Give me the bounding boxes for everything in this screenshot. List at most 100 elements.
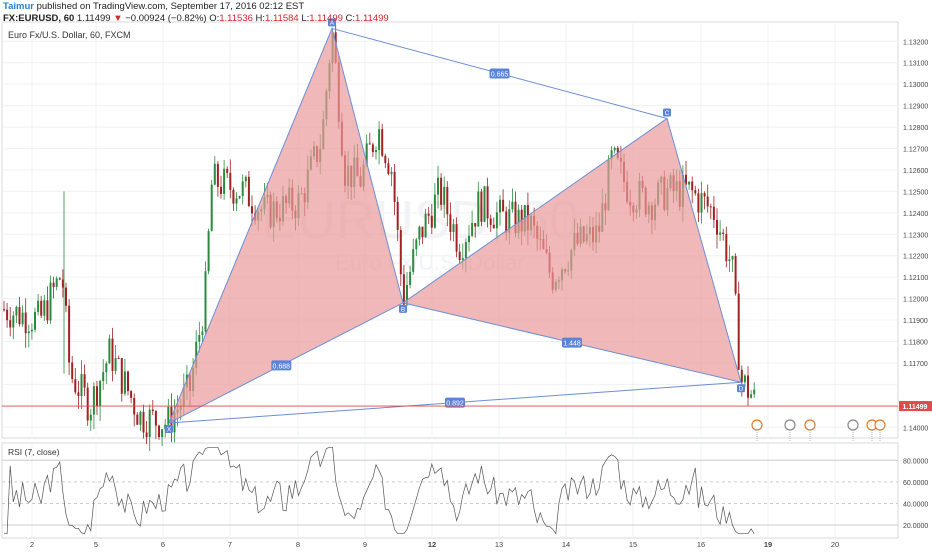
candle-body (449, 214, 452, 233)
candle-body (502, 199, 505, 212)
candle-body (216, 163, 219, 187)
time-axis-tick-label: 6 (161, 540, 165, 549)
ratio-badge (445, 397, 465, 408)
publish-line: Taimur published on TradingView.com, Sep… (3, 1, 304, 12)
candle-body (15, 306, 18, 316)
candle-body (226, 168, 229, 173)
event-flag-icon[interactable] (784, 419, 796, 441)
open-value: 1.11536 (219, 13, 253, 24)
point-label: X (167, 426, 172, 433)
event-circle (804, 419, 816, 431)
candle-body (213, 163, 216, 185)
candle-body (712, 206, 715, 220)
candle (111, 327, 114, 382)
candle (483, 186, 486, 223)
low-value: 1.11499 (309, 13, 343, 24)
author-link[interactable]: Taimur (3, 1, 34, 12)
candle-body (154, 411, 157, 426)
event-circle (784, 419, 796, 431)
candle (418, 225, 421, 246)
quote-line: FX:EURUSD, 60 1.11499 ▼ −0.00924 (−0.82%… (3, 13, 389, 24)
candle-body (6, 309, 9, 321)
candle (489, 214, 492, 232)
candle (80, 360, 83, 409)
candle (474, 222, 477, 238)
candle (449, 202, 452, 241)
pattern-ratio-bd: 1.448 (562, 337, 582, 348)
candle (750, 390, 753, 399)
candle-body (108, 338, 111, 364)
candle-body (375, 150, 377, 153)
candle (18, 296, 21, 327)
candle-body (743, 375, 746, 383)
event-flag-icon[interactable] (751, 419, 763, 441)
candle (753, 382, 756, 398)
candle (30, 323, 33, 340)
pattern-point-x[interactable]: X (165, 424, 173, 434)
event-circle (874, 419, 886, 431)
pattern-point-b[interactable]: B (399, 304, 407, 314)
candle-body (415, 239, 418, 250)
pattern-point-d[interactable]: D (737, 384, 745, 393)
rsi-axis-tick-label: 60.0000 (903, 480, 928, 487)
candle (207, 228, 210, 275)
pattern-point-a[interactable]: A (328, 18, 336, 27)
candle-body (232, 189, 235, 204)
ratio-badge (489, 68, 510, 79)
candle (83, 364, 86, 396)
candle (502, 189, 505, 212)
symbol-interval[interactable]: FX:EURUSD, 60 (3, 13, 75, 24)
candle (399, 226, 402, 286)
candle (421, 226, 424, 245)
event-flag-icon[interactable] (874, 419, 886, 441)
candle-body (452, 224, 455, 233)
candle (158, 424, 160, 440)
candle (412, 238, 415, 275)
candle (43, 295, 46, 321)
candle-body (130, 391, 133, 398)
candle-body (58, 278, 61, 280)
event-flag-icon[interactable] (847, 419, 859, 441)
candle (390, 167, 393, 187)
candle-body (499, 199, 501, 213)
pane-title: Euro Fx/U.S. Dollar, 60, FXCM (8, 30, 131, 40)
event-circle (751, 419, 763, 431)
candle (3, 300, 5, 312)
candle (443, 176, 446, 218)
candle (238, 195, 241, 200)
rsi-axis-tick-label: 80.0000 (903, 458, 928, 465)
candle (52, 276, 55, 299)
candle (96, 380, 98, 415)
candle (92, 382, 95, 430)
event-flag-icon[interactable] (804, 419, 816, 441)
time-axis-tick-label: 13 (495, 540, 503, 549)
price-change: −0.00924 (−0.82%) (125, 13, 207, 24)
candle (511, 188, 514, 213)
pattern-point-c[interactable]: C (663, 108, 671, 117)
candle-body (517, 209, 520, 233)
candle-body (446, 186, 449, 215)
candle (424, 208, 427, 238)
point-label: B (401, 306, 405, 313)
candle (387, 158, 390, 176)
candle-body (142, 411, 145, 433)
candle (440, 173, 443, 211)
candle-body (753, 389, 756, 395)
candle (49, 275, 52, 324)
candle-body (381, 129, 384, 156)
point-badge (737, 384, 745, 393)
candle (381, 123, 384, 158)
candle-body (390, 171, 393, 174)
candle (6, 303, 9, 328)
candle-body (86, 387, 89, 421)
price-axis-tick-label: 1.12600 (903, 168, 928, 175)
candle-body (697, 193, 700, 213)
candle (105, 361, 108, 385)
candle (99, 379, 102, 421)
candle-body (3, 309, 5, 311)
time-axis-tick-label: 8 (296, 540, 300, 549)
candle (499, 195, 501, 226)
candle-body (151, 409, 154, 412)
candle (210, 179, 213, 232)
